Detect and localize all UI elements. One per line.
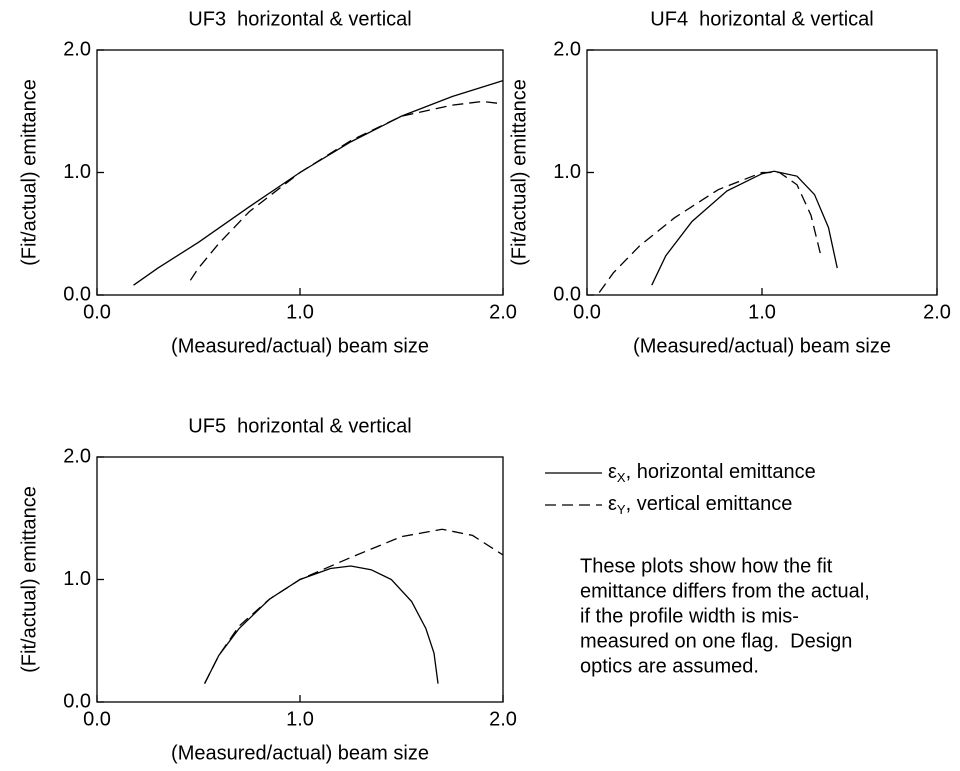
curve [189, 100, 504, 281]
curve [133, 80, 504, 286]
y-tick-label: 0.0 [63, 690, 91, 712]
curve [651, 170, 838, 286]
chart-title: UF4 horizontal & vertical [650, 8, 873, 30]
y-axis-label: (Fit/actual) emittance [508, 79, 530, 266]
y-axis-label: (Fit/actual) emittance [18, 79, 40, 266]
note-line: optics are assumed. [580, 655, 759, 677]
note-line: measured on one flag. Design [580, 630, 852, 652]
y-tick-label: 1.0 [553, 161, 581, 183]
y-tick-label: 1.0 [63, 568, 91, 590]
x-axis-label: (Measured/actual) beam size [171, 742, 429, 764]
legend-label: εY, vertical emittance [608, 493, 792, 517]
y-tick-label: 0.0 [63, 283, 91, 305]
x-tick-label: 2.0 [489, 301, 517, 323]
curve [204, 528, 504, 684]
note-line: if the profile width is mis- [580, 605, 799, 627]
x-tick-label: 1.0 [748, 301, 776, 323]
note-line: These plots show how the fit [580, 555, 833, 577]
curve [598, 171, 823, 293]
x-tick-label: 0.0 [83, 301, 111, 323]
curve [204, 565, 439, 684]
x-axis-label: (Measured/actual) beam size [171, 335, 429, 357]
x-tick-label: 1.0 [286, 708, 314, 730]
y-tick-label: 2.0 [63, 445, 91, 467]
note-line: emittance differs from the actual, [580, 580, 870, 602]
y-tick-label: 0.0 [553, 283, 581, 305]
x-tick-label: 2.0 [489, 708, 517, 730]
x-tick-label: 0.0 [83, 708, 111, 730]
y-tick-label: 1.0 [63, 161, 91, 183]
x-tick-label: 1.0 [286, 301, 314, 323]
chart-title: UF5 horizontal & vertical [188, 415, 411, 437]
y-tick-label: 2.0 [63, 38, 91, 60]
x-axis-label: (Measured/actual) beam size [633, 335, 891, 357]
y-tick-label: 2.0 [553, 38, 581, 60]
x-tick-label: 0.0 [573, 301, 601, 323]
legend-label: εX, horizontal emittance [608, 461, 816, 485]
y-axis-label: (Fit/actual) emittance [18, 486, 40, 673]
x-tick-label: 2.0 [923, 301, 951, 323]
chart-title: UF3 horizontal & vertical [188, 8, 411, 30]
